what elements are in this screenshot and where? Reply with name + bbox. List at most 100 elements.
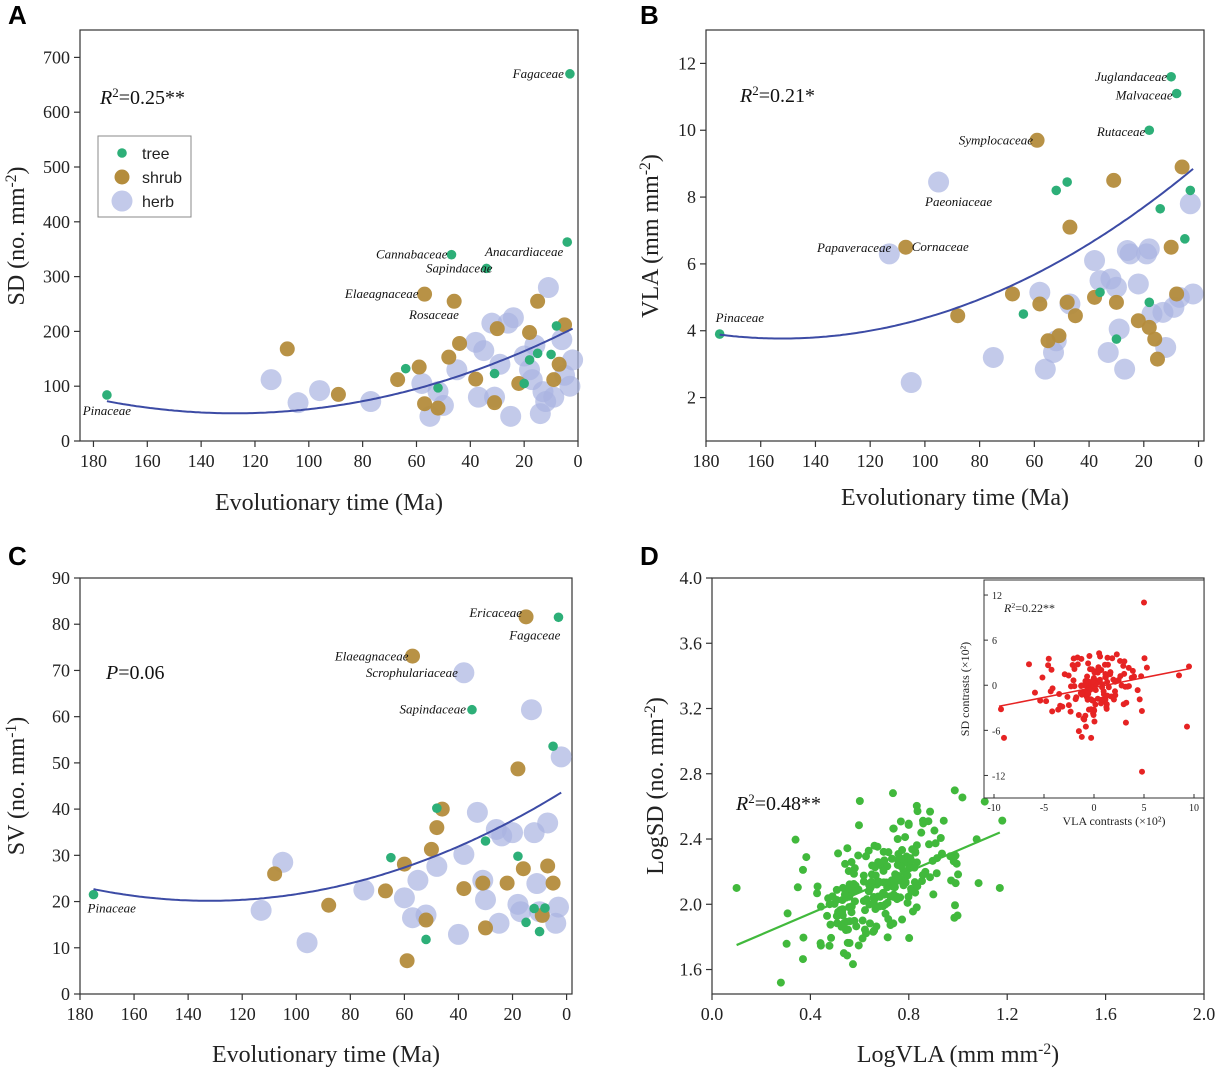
tree-point [519, 378, 529, 389]
scatter-point [783, 909, 792, 918]
x-tick-label: 180 [80, 451, 107, 471]
family-annotation: Ericaceae [468, 605, 522, 620]
scatter-point [871, 863, 880, 872]
scatter-point [908, 845, 917, 854]
inset-point [1098, 667, 1105, 674]
scatter-point [847, 858, 856, 867]
x-tick-label: 0.8 [898, 1004, 921, 1024]
tree-point [1051, 185, 1062, 196]
shrub-point [1141, 319, 1157, 335]
tree-point [481, 263, 492, 274]
scatter-point [776, 978, 785, 987]
shrub-point [417, 286, 433, 302]
shrub-point [1059, 294, 1075, 310]
shrub-point [557, 317, 573, 333]
scatter-point [950, 786, 959, 795]
family-annotation: Symplocaceae [959, 132, 1034, 147]
herb-point [453, 843, 475, 865]
shrub-point [399, 953, 415, 969]
panel-B: B 180 160 140 120 100 80 60 40 20 0 2 4 6 8 10 12 Evoluti… [637, 0, 1205, 511]
scatter-point [849, 869, 858, 878]
legend-marker-tree [117, 148, 127, 158]
tree-point [513, 851, 523, 862]
scatter-point [845, 903, 854, 912]
tree-point [521, 917, 531, 928]
inset-point [1073, 694, 1080, 701]
family-annotation: Sapindaceae [400, 702, 467, 717]
y-axis-label: VLA (mm mm-2) [637, 154, 665, 318]
inset-point [1026, 661, 1032, 668]
shrub-point [1051, 328, 1067, 344]
scatter-point [782, 939, 791, 948]
x-tick-label: 1.6 [1094, 1004, 1117, 1024]
scatter-point [859, 896, 868, 905]
inset-point [1048, 666, 1055, 673]
inset-point [1089, 697, 1096, 704]
y-tick-label: 20 [52, 892, 70, 912]
family-annotation: Paeoniaceae [924, 194, 992, 209]
scatter-point [813, 882, 822, 891]
scatter-point [898, 915, 907, 924]
shrub-point [456, 881, 472, 897]
scatter-point [980, 797, 989, 806]
scatter-point [858, 916, 867, 925]
shrub-point [446, 293, 462, 309]
scatter-point [888, 789, 897, 798]
x-tick-label: 0 [562, 1004, 571, 1024]
inset-point [1001, 734, 1007, 741]
x-tick-label: 140 [188, 451, 215, 471]
tree-point [534, 926, 545, 937]
family-annotation: Rosaceae [408, 307, 459, 322]
scatter-point [951, 851, 960, 860]
tree-point [1111, 334, 1122, 344]
y-tick-label: 40 [52, 799, 70, 819]
tree-point [489, 368, 500, 379]
inset-point [1043, 698, 1050, 705]
x-tick-label: 60 [1025, 451, 1043, 471]
inset-point [1109, 655, 1116, 662]
inset-point [1186, 663, 1192, 670]
tree-point [532, 348, 543, 359]
inset-x-label: VLA contrasts (×10²) [1062, 814, 1165, 828]
scatter-point [974, 879, 983, 888]
plot-frame [79, 577, 573, 995]
x-tick-label: 40 [1080, 451, 1098, 471]
x-tick-label: 80 [971, 451, 989, 471]
x-tick-label: 1.2 [996, 1004, 1019, 1024]
tree-point [1180, 234, 1190, 244]
inset-point [1031, 689, 1038, 696]
inset-regression-line [998, 667, 1190, 708]
inset-point [1075, 712, 1082, 719]
y-tick-label: 50 [52, 753, 70, 773]
tree-point [1166, 71, 1176, 82]
y-axis-label: SV (no. mm-1) [3, 717, 31, 856]
shrub-point [429, 820, 445, 836]
inset-point [1139, 768, 1145, 775]
scatter-point [813, 889, 822, 898]
shrub-point [546, 372, 562, 388]
x-tick-label: 20 [1135, 451, 1153, 471]
scatter-point [995, 883, 1004, 892]
panel-letter: A [8, 0, 27, 30]
shrub-point [1147, 331, 1163, 347]
tree-point [548, 741, 558, 752]
tree-point [433, 383, 443, 393]
inset-point [1064, 693, 1071, 700]
x-tick-label: 160 [134, 451, 161, 471]
inset-point [1065, 672, 1072, 679]
scatter-point [875, 892, 884, 901]
scatter-point [905, 934, 914, 943]
herb-point [1114, 358, 1136, 380]
family-annotation: Cannabaceae [376, 247, 448, 262]
plot-frame [79, 29, 579, 442]
shrub-point [390, 372, 406, 388]
x-tick-label: 0.0 [701, 1004, 724, 1024]
scatter-point [843, 844, 852, 853]
herb-point [1105, 276, 1127, 298]
scatter-point [953, 911, 962, 920]
scatter-point [929, 890, 938, 899]
herb-point [1034, 358, 1056, 380]
herb-point [393, 887, 415, 909]
scatter-point [859, 877, 868, 886]
